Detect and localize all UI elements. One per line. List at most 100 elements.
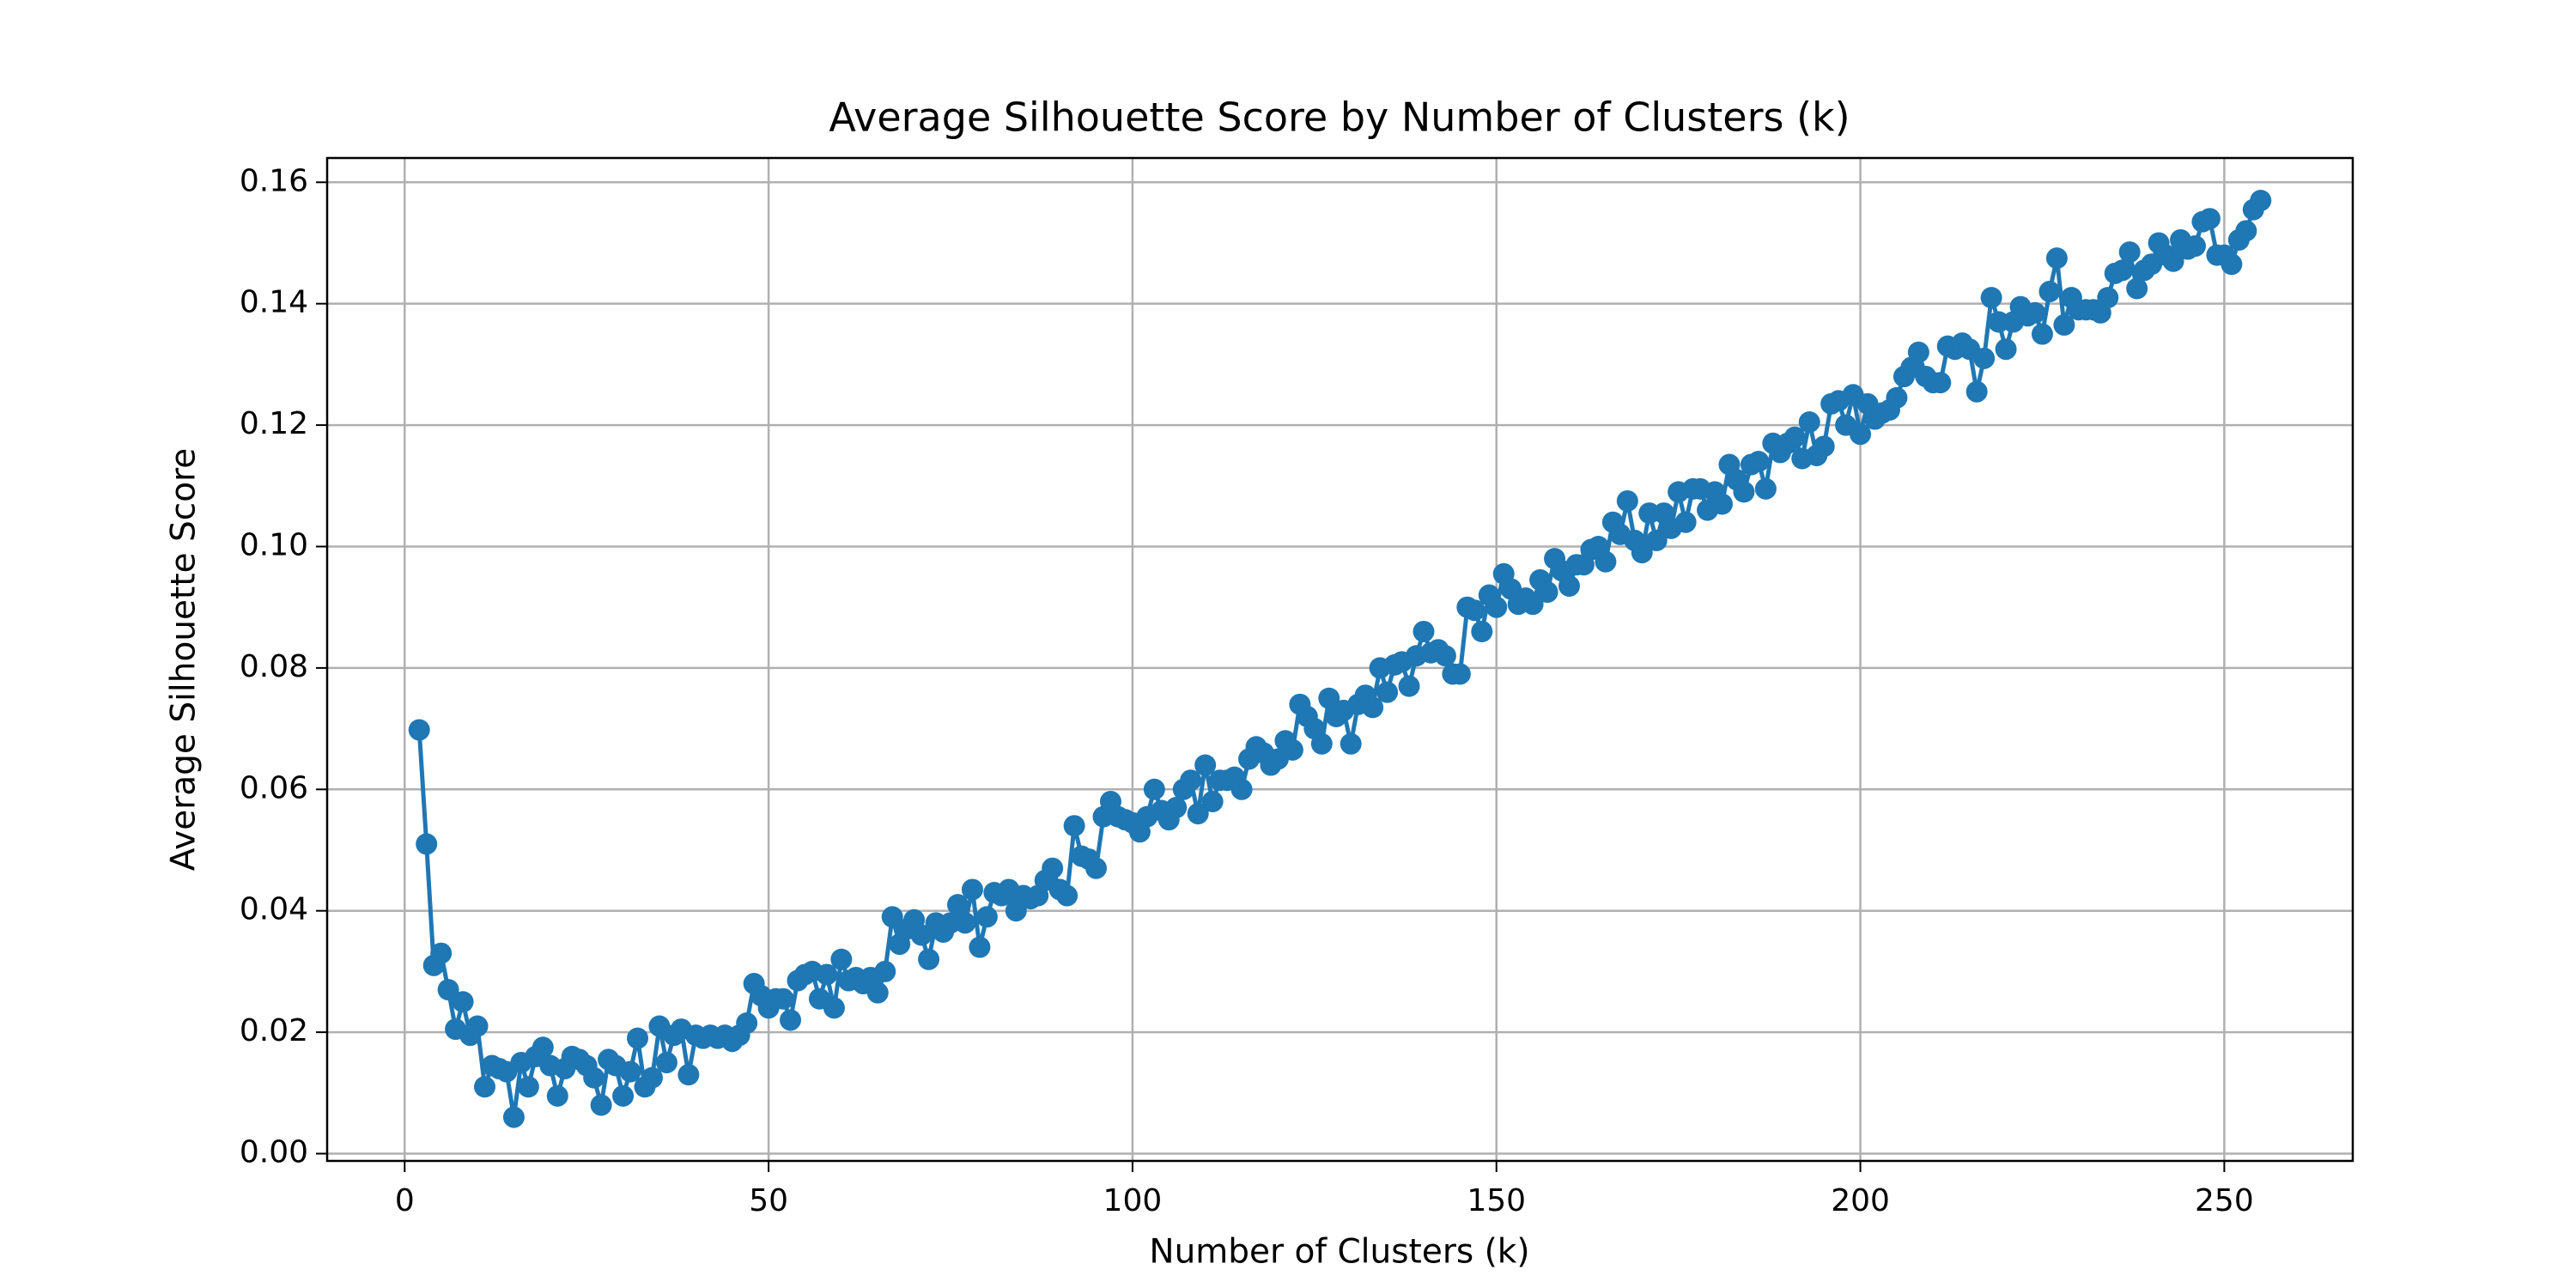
data-point [1980,287,2002,309]
y-tick-label: 0.16 [240,163,308,198]
data-point [2235,220,2257,242]
data-point [1413,620,1435,642]
data-point [1645,529,1668,551]
data-point [866,981,889,1004]
data-point [954,912,976,934]
data-point [816,963,838,986]
data-point [1340,732,1362,755]
data-point [910,924,933,946]
data-point [546,1084,568,1107]
data-point [408,719,430,741]
data-point [969,936,991,958]
data-point [2031,323,2053,345]
data-point [1143,778,1165,800]
data-point [1180,769,1202,792]
data-point [612,1084,635,1107]
y-tick-label: 0.04 [240,892,308,927]
data-point [1522,593,1544,616]
x-tick-label: 100 [1103,1183,1163,1218]
data-point [1471,620,1493,642]
data-point [2162,250,2184,272]
data-point [1850,423,1872,446]
data-point [430,942,453,964]
data-point [1376,681,1399,703]
y-tick-label: 0.00 [240,1135,308,1170]
data-point [2198,208,2221,230]
y-tick-label: 0.02 [240,1013,308,1048]
data-point [2118,241,2141,264]
data-point [619,1060,641,1083]
data-point [452,991,474,1013]
data-point [1187,803,1209,825]
data-point [874,960,896,982]
data-point [1674,511,1697,533]
x-axis-label: Number of Clusters (k) [1149,1233,1529,1272]
data-point [736,1012,758,1035]
x-tick-label: 200 [1831,1183,1890,1218]
data-point [2111,259,2134,282]
data-point [1631,542,1653,564]
data-point [1747,451,1770,473]
data-point [1194,754,1217,776]
data-point [517,1076,539,1098]
data-point [2045,247,2068,270]
y-tick-label: 0.12 [240,406,308,441]
y-tick-label: 0.06 [240,770,308,805]
data-point [1201,790,1224,812]
data-point [1449,663,1471,685]
data-point [1056,884,1078,907]
data-point [830,948,853,970]
data-point [1063,815,1085,837]
data-point [416,833,438,855]
plot-frame [325,156,2354,1163]
data-point [1485,596,1508,618]
data-point [1595,550,1617,573]
data-point [1798,411,1820,434]
y-tick-label: 0.08 [240,649,308,684]
x-tick-label: 50 [749,1183,788,1218]
data-point [2053,313,2075,336]
data-point [1965,380,1988,403]
data-point [1907,341,1929,363]
data-point [502,1106,525,1128]
y-axis-label: Average Silhouette Score [165,448,204,871]
data-point [1783,426,1806,448]
data-point [1995,338,2017,361]
data-point [1463,599,1485,622]
x-tick-label: 250 [2195,1183,2254,1218]
data-point [532,1036,554,1059]
data-point [1230,778,1253,800]
data-point [918,948,940,970]
data-point [641,1066,663,1089]
data-point [677,1064,700,1086]
data-point [474,1076,496,1098]
data-point [1318,687,1340,709]
y-tick-label: 0.14 [240,285,308,320]
data-point [2184,235,2206,258]
data-point [627,1027,649,1049]
data-point [2126,277,2148,300]
data-point [655,1051,677,1073]
data-point [1310,732,1333,755]
data-point [772,987,794,1010]
data-point [1398,675,1420,697]
data-point [590,1094,612,1116]
data-point [1536,581,1558,604]
data-point [2038,281,2061,303]
data-point [823,997,845,1019]
data-point [1362,696,1384,719]
data-point [2250,189,2272,211]
data-point [1616,489,1638,512]
data-point [1281,738,1303,761]
data-point [1085,857,1108,879]
data-point [1929,372,1952,394]
data-point [961,878,983,901]
data-point [1973,347,1996,369]
data-point [1558,574,1581,597]
data-point [1886,386,1908,409]
data-point [1733,481,1755,503]
data-point [2024,301,2046,324]
data-point [466,1015,489,1037]
